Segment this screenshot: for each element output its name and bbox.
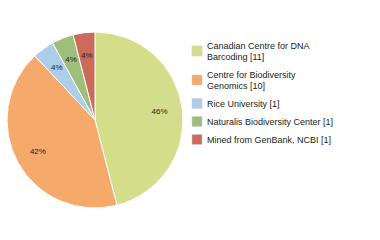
legend-label: Rice University [1] xyxy=(207,99,280,109)
legend-swatch xyxy=(192,46,202,56)
data-label: 4% xyxy=(81,51,93,60)
data-label: 4% xyxy=(65,55,77,64)
legend-swatch xyxy=(192,117,202,127)
legend: Canadian Centre for DNABarcoding [11] Cen… xyxy=(192,41,333,145)
chart: 46%42%4%4%4%Canadian Centre for DNABarco… xyxy=(0,0,380,240)
data-label: 46% xyxy=(152,107,168,116)
legend-label: Naturalis Biodiversity Center [1] xyxy=(207,117,333,127)
legend-label: Centre for BiodiversityGenomics [10] xyxy=(207,70,296,91)
legend-label: Mined from GenBank, NCBI [1] xyxy=(207,135,331,145)
data-label: 42% xyxy=(30,147,46,156)
legend-label: Canadian Centre for DNABarcoding [11] xyxy=(207,41,310,62)
legend-swatch xyxy=(192,75,202,85)
data-label: 4% xyxy=(51,63,63,72)
legend-swatch xyxy=(192,99,202,109)
legend-swatch xyxy=(192,135,202,145)
pie-slice xyxy=(73,32,95,120)
pie-slices xyxy=(7,32,183,208)
pie-labels: 46%42%4%4%4% xyxy=(30,51,168,156)
